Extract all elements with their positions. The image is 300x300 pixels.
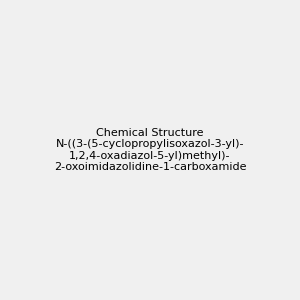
Text: Chemical Structure
N-((3-(5-cyclopropylisoxazol-3-yl)-
1,2,4-oxadiazol-5-yl)meth: Chemical Structure N-((3-(5-cyclopropyli… (54, 128, 246, 172)
